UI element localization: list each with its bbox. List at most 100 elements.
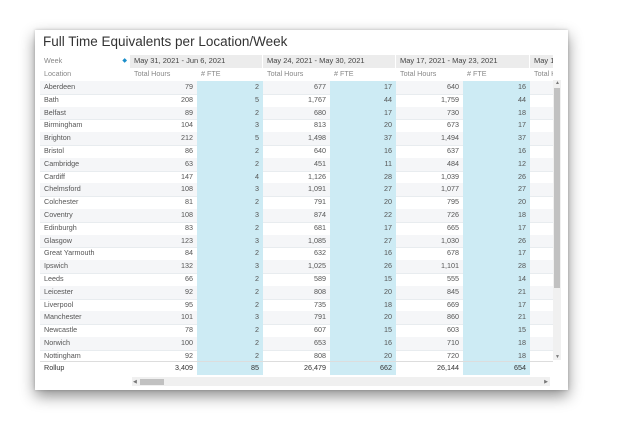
- table-row: Leicester 92 2 808 20 845 21: [40, 285, 553, 300]
- fte-cell: 14: [463, 273, 530, 286]
- fte-cell: 18: [463, 209, 530, 222]
- table-row: Bristol 86 2 640 16 637 16: [40, 145, 553, 159]
- total-hours-cell: 1,126: [308, 171, 326, 181]
- total-hours-cell: 1,091: [308, 184, 326, 194]
- swap-axis-icon[interactable]: ◆: [122, 58, 127, 64]
- total-hours-cell: 1,039: [441, 171, 459, 181]
- week-column-header[interactable]: May 1: [530, 55, 553, 68]
- location-cell: Great Yarmouth: [44, 248, 95, 258]
- fte-cell: 2: [197, 81, 263, 94]
- fte-cell: 2: [197, 273, 263, 286]
- fte-cell: 27: [463, 183, 530, 197]
- table-row: Bath 208 5 1,767 44 1,759 44: [40, 93, 553, 108]
- scroll-down-icon[interactable]: ▼: [555, 354, 560, 360]
- fte-cell: 3: [197, 234, 263, 248]
- location-cell: Bristol: [44, 146, 64, 155]
- location-cell: Liverpool: [44, 299, 74, 309]
- total-hours-cell: 874: [314, 210, 326, 219]
- widget-title: Full Time Equivalents per Location/Week: [43, 34, 288, 49]
- fte-cell: 2: [197, 145, 263, 158]
- total-hours-header[interactable]: Total Hours: [267, 69, 304, 78]
- total-hours-cell: 1,759: [441, 94, 459, 104]
- table-row: Manchester 101 3 791 20 860 21: [40, 311, 553, 326]
- total-hours-cell: 1,030: [441, 235, 459, 245]
- pivot-widget: Full Time Equivalents per Location/Week …: [35, 30, 568, 390]
- fte-cell: 16: [463, 145, 530, 158]
- total-hours-cell: 735: [314, 299, 326, 309]
- location-cell: Bath: [44, 94, 59, 104]
- fte-cell: 20: [330, 311, 396, 325]
- week-column-header[interactable]: May 17, 2021 - May 23, 2021: [396, 55, 529, 68]
- table-row: Aberdeen 79 2 677 17 640 16: [40, 81, 553, 95]
- fte-header[interactable]: # FTE: [467, 69, 487, 78]
- total-hours-cell: 680: [314, 107, 326, 117]
- total-hours-cell: 730: [447, 107, 459, 117]
- fte-cell: 17: [463, 247, 530, 261]
- fte-cell: 17: [463, 298, 530, 312]
- total-hours-cell: 791: [314, 312, 326, 322]
- fte-header[interactable]: # FTE: [334, 69, 354, 78]
- fte-cell: 3: [197, 183, 263, 197]
- fte-cell: 17: [330, 221, 396, 235]
- table-row: Ipswich 132 3 1,025 26 1,101 28: [40, 260, 553, 274]
- total-hours-cell: 92: [185, 286, 193, 296]
- total-hours-cell: 845: [447, 286, 459, 296]
- fte-cell: 15: [330, 273, 396, 286]
- rollup-label: Rollup: [44, 363, 65, 372]
- location-cell: Cardiff: [44, 171, 66, 181]
- total-hours-cell: 632: [314, 248, 326, 258]
- week-column-header[interactable]: May 31, 2021 - Jun 6, 2021: [130, 55, 262, 68]
- vertical-scrollbar[interactable]: ▲ ▼: [553, 80, 561, 360]
- rollup-value: 26,144: [437, 363, 459, 372]
- scroll-up-icon[interactable]: ▲: [555, 80, 560, 86]
- total-hours-cell: 1,025: [308, 261, 326, 271]
- scroll-right-icon[interactable]: ▶: [544, 379, 548, 385]
- total-hours-cell: 665: [447, 222, 459, 232]
- total-hours-cell: 81: [185, 197, 193, 207]
- fte-cell: 15: [330, 324, 396, 337]
- week-column-header[interactable]: May 24, 2021 - May 30, 2021: [263, 55, 395, 68]
- total-hours-cell: 108: [181, 184, 193, 194]
- scroll-thumb[interactable]: [554, 88, 560, 288]
- location-cell: Birmingham: [44, 120, 83, 130]
- fte-cell: 16: [330, 145, 396, 158]
- fte-cell: 15: [463, 324, 530, 337]
- table-row: Newcastle 78 2 607 15 603 15: [40, 324, 553, 338]
- location-cell: Norwich: [44, 338, 70, 347]
- scroll-left-icon[interactable]: ◀: [133, 379, 137, 385]
- location-cell: Newcastle: [44, 325, 78, 335]
- location-cell: Edinburgh: [44, 222, 77, 232]
- total-hours-cell: 678: [447, 248, 459, 258]
- fte-cell: 37: [463, 132, 530, 145]
- total-hours-cell: 100: [181, 338, 193, 347]
- total-hours-header[interactable]: Total Hours: [134, 69, 171, 78]
- location-cell: Colchester: [44, 197, 79, 207]
- fte-cell: 26: [463, 234, 530, 248]
- table-row: Cardiff 147 4 1,126 28 1,039 26: [40, 170, 553, 185]
- scroll-thumb[interactable]: [140, 379, 164, 385]
- measure-header-row: Location Total Hours # FTE Total Hours # FTE…: [40, 68, 553, 82]
- total-hours-header[interactable]: Total Hours: [400, 69, 437, 78]
- horizontal-scrollbar[interactable]: ◀ ▶: [132, 377, 550, 386]
- fte-cell: 44: [330, 93, 396, 107]
- fte-header[interactable]: # FTE: [201, 69, 221, 78]
- total-hours-cell: 710: [447, 338, 459, 347]
- total-hours-cell: 123: [181, 235, 193, 245]
- fte-cell: 20: [330, 285, 396, 299]
- total-hours-cell: 720: [447, 350, 459, 360]
- total-hours-cell: 813: [314, 120, 326, 130]
- total-hours-cell: 681: [314, 222, 326, 232]
- total-hours-cell: 83: [185, 222, 193, 232]
- total-hours-cell: 89: [185, 107, 193, 117]
- fte-cell: 20: [330, 196, 396, 209]
- location-cell: Brighton: [44, 133, 71, 143]
- rollup-value: 26,479: [304, 363, 326, 372]
- total-hours-cell: 484: [447, 158, 459, 168]
- location-cell: Leeds: [44, 274, 64, 283]
- total-hours-cell: 640: [447, 82, 459, 91]
- table-row: Cambridge 63 2 451 11 484 12: [40, 157, 553, 172]
- total-hours-cell: 84: [185, 248, 193, 258]
- table-row: Liverpool 95 2 735 18 669 17: [40, 298, 553, 313]
- fte-cell: 28: [330, 170, 396, 184]
- fte-cell: 26: [463, 170, 530, 184]
